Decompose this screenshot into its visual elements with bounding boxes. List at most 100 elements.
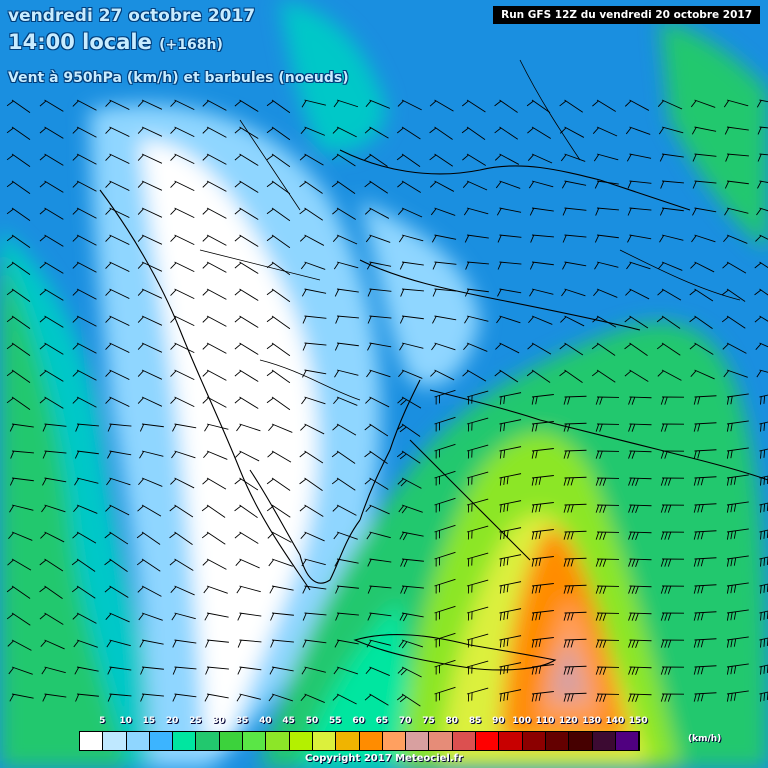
wind-barb-feather — [594, 235, 600, 243]
wind-barb-feather — [628, 639, 632, 648]
wind-barb — [239, 99, 259, 112]
wind-barb-feather — [39, 262, 47, 269]
wind-barb-feather — [503, 449, 506, 458]
zone-green-northeast — [660, 20, 768, 250]
wind-barb-feather — [563, 531, 567, 540]
wind-barb — [369, 477, 389, 490]
wind-barb — [564, 395, 587, 398]
wind-barb — [141, 396, 163, 407]
wind-barb-feather — [697, 396, 701, 405]
wind-barb-feather — [664, 666, 668, 675]
wind-barb-feather — [595, 396, 600, 405]
wind-barb-feather — [733, 584, 737, 593]
wind-barb — [661, 315, 681, 329]
wind-barb — [109, 99, 130, 110]
wind-barb-feather — [570, 477, 574, 486]
wind-barb-feather — [754, 316, 762, 323]
wind-barb — [44, 99, 64, 112]
wind-barb — [434, 180, 455, 192]
wind-barb-feather — [335, 315, 340, 324]
wind-barb-feather — [302, 315, 307, 324]
wind-barb-feather — [399, 453, 407, 460]
wind-barb-feather — [528, 181, 535, 189]
wind-barb-feather — [72, 262, 79, 269]
forecast-time: 14:00 locale (+168h) — [8, 30, 223, 54]
legend-tick-label: 30 — [212, 716, 226, 726]
wind-barb-feather — [397, 667, 404, 674]
wind-barb-feather — [563, 558, 567, 567]
wind-barb-feather — [367, 585, 372, 594]
wind-barb — [109, 477, 131, 486]
wind-barb — [271, 639, 294, 643]
wind-barb-feather — [538, 611, 542, 620]
wind-barb-feather — [72, 397, 79, 404]
wind-barb-feather — [267, 532, 274, 539]
wind-barb-feather — [667, 504, 672, 513]
wind-barb-feather — [465, 261, 470, 270]
wind-barb-feather — [697, 585, 701, 594]
wind-barb — [661, 342, 681, 356]
wind-barb — [141, 612, 163, 621]
wind-barb — [304, 153, 324, 166]
wind-barb — [499, 342, 520, 354]
wind-barb-feather — [538, 584, 542, 593]
wind-barb — [434, 578, 456, 587]
wind-barb-feather — [137, 289, 144, 296]
wind-barb — [629, 531, 652, 534]
wind-barb-feather — [628, 666, 632, 675]
wind-barb-feather — [691, 235, 697, 243]
coastlines — [99, 59, 768, 671]
wind-barb-feather — [72, 343, 79, 350]
wind-barb-feather — [137, 262, 144, 269]
wind-barb — [141, 558, 161, 572]
wind-barb — [726, 447, 749, 452]
wind-barb-feather — [170, 370, 177, 377]
wind-barb-feather — [700, 612, 704, 621]
wind-barb — [499, 500, 522, 506]
wind-barb-feather — [560, 154, 567, 162]
wind-barb — [239, 531, 259, 544]
wind-barb-feather — [531, 639, 535, 648]
wind-barb — [531, 529, 554, 533]
wind-barb-feather — [693, 450, 697, 459]
run-info-box: Run GFS 12Z du vendredi 20 octobre 2017 — [493, 6, 760, 24]
wind-barb — [11, 126, 31, 140]
wind-barb — [109, 342, 130, 353]
wind-barb-feather — [140, 693, 145, 702]
wind-barb-feather — [202, 316, 209, 323]
wind-barb — [629, 288, 650, 300]
wind-barb-feather — [365, 505, 372, 512]
wind-barb-feather — [266, 154, 274, 161]
wind-barb — [629, 180, 652, 184]
wind-barb — [369, 207, 390, 219]
wind-barb-feather — [364, 451, 372, 458]
wind-barb-feather — [107, 667, 112, 675]
wind-barb-feather — [692, 180, 697, 189]
wind-barb — [44, 180, 64, 193]
wind-barb — [531, 421, 554, 425]
wind-barb-feather — [332, 235, 339, 242]
wind-barb-feather — [660, 612, 665, 621]
wind-barb — [11, 531, 33, 541]
wind-barb — [44, 531, 65, 543]
wind-barb-feather — [503, 476, 506, 485]
wind-barb — [76, 477, 99, 484]
wind-barb-feather — [39, 397, 47, 404]
wind-barb-feather — [399, 316, 405, 324]
wind-barb-feather — [402, 532, 408, 541]
wind-barb — [206, 423, 229, 430]
wind-barb — [44, 558, 64, 572]
wind-barb-feather — [202, 235, 209, 242]
wind-barb-feather — [506, 503, 509, 512]
wind-barb — [304, 585, 327, 590]
wind-barb — [44, 666, 66, 674]
wind-barb — [206, 315, 227, 327]
wind-barb-feather — [170, 262, 177, 269]
wind-barb — [174, 423, 197, 429]
wind-barb-feather — [332, 208, 339, 215]
legend-swatch — [80, 732, 104, 750]
wind-barb — [401, 234, 424, 242]
wind-barb-feather — [760, 612, 762, 621]
wind-barb-feather — [366, 262, 372, 270]
wind-barb-feather — [693, 531, 697, 540]
